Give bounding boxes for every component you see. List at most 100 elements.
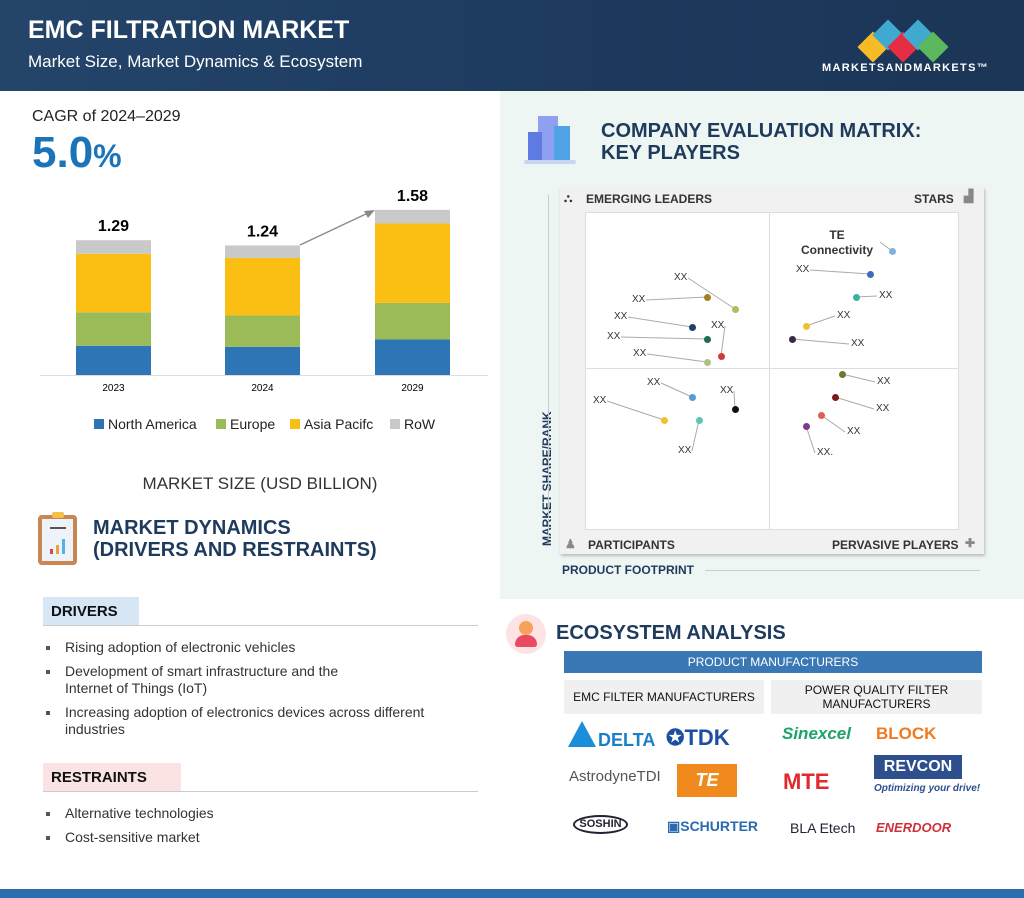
y-axis-arrow <box>548 195 549 540</box>
leader-line <box>606 400 665 421</box>
leader-line <box>645 296 708 301</box>
participants-icon: ♟ <box>565 537 576 551</box>
player-dot <box>660 416 668 424</box>
bar-segment-row <box>375 209 450 224</box>
restraints-tag: RESTRAINTS <box>43 763 181 791</box>
leader-line <box>834 396 875 410</box>
tdk-logo-text: TDK <box>684 725 730 750</box>
revcon-tagline: Optimizing your drive! <box>874 783 981 794</box>
mte-logo: MTE <box>783 769 830 794</box>
bar-segment-europe <box>225 315 300 347</box>
legend-swatch <box>216 419 226 429</box>
bar-segment-north-america <box>76 345 151 375</box>
cagr-label: CAGR of 2024–2029 <box>32 108 181 125</box>
player-dot <box>866 270 874 278</box>
bar-segment-asia-pacifc <box>375 223 450 303</box>
emerging-leaders-icon: ⛬ <box>564 191 573 205</box>
bar-segment-europe <box>76 312 151 346</box>
leader-line <box>627 316 693 328</box>
leader-line <box>691 419 700 452</box>
legend-item: North America <box>94 416 197 432</box>
leader-line <box>660 382 693 398</box>
enerdoor-logo: ENERDOOR <box>876 820 952 835</box>
clipboard-chart-icon <box>38 512 77 565</box>
player-dot <box>888 247 896 255</box>
player-dot <box>838 370 846 378</box>
player-dot <box>802 422 810 430</box>
growth-arrow-head <box>364 210 375 218</box>
legend-label: Asia Pacifc <box>304 416 374 432</box>
leader-line <box>805 425 816 454</box>
market-size-chart: 1.29 2023 1.24 2024 1.58 2029 <box>40 188 488 394</box>
x-tick-label: 2024 <box>251 383 274 394</box>
divider <box>43 791 478 792</box>
player-label: XX <box>647 377 661 388</box>
player-label: XX <box>633 348 647 359</box>
legend-label: RoW <box>404 416 436 432</box>
horizontal-divider <box>585 368 959 369</box>
page-subtitle: Market Size, Market Dynamics & Ecosystem <box>28 52 363 71</box>
quadrant-emerging-leaders: EMERGING LEADERS <box>586 192 713 206</box>
player-label: XX <box>678 445 692 456</box>
x-tick-label: 2023 <box>102 383 125 394</box>
matrix-title-line2: KEY PLAYERS <box>601 142 740 164</box>
leader-line <box>646 353 708 363</box>
quadrant-participants: PARTICIPANTS <box>588 538 675 552</box>
footer-bar <box>0 889 1024 898</box>
player-dot <box>731 405 739 413</box>
matrix-title-line1: COMPANY EVALUATION MATRIX: <box>601 120 922 142</box>
player-label: XX <box>711 320 725 331</box>
player-dot <box>703 358 711 366</box>
player-label: TE Connectivity <box>800 228 873 257</box>
player-dot <box>731 305 739 313</box>
leader-line <box>720 325 726 357</box>
drivers-tag: DRIVERS <box>43 597 139 625</box>
leader-line <box>805 315 836 327</box>
matrix-title: COMPANY EVALUATION MATRIX: KEY PLAYERS <box>601 120 921 164</box>
player-label: XX <box>607 331 621 342</box>
bar-segment-asia-pacifc <box>225 257 300 316</box>
legend-label: North America <box>108 416 197 432</box>
person-icon <box>506 614 546 654</box>
bar-segment-europe <box>375 302 450 340</box>
product-manufacturers-bar: PRODUCT MANUFACTURERS <box>564 651 982 673</box>
player-dot <box>717 352 725 360</box>
player-label: XX <box>851 338 865 349</box>
page-title: EMC FILTRATION MARKET <box>28 16 350 44</box>
brand-name: MARKETSANDMARKETS™ <box>822 62 990 74</box>
growth-arrow <box>299 212 369 246</box>
legend-swatch <box>390 419 400 429</box>
player-dot <box>695 416 703 424</box>
bar-segment-asia-pacifc <box>76 253 151 313</box>
bar-total-label: 1.58 <box>397 188 428 205</box>
restraints-list: Alternative technologies Cost-sensitive … <box>43 805 473 853</box>
dynamics-title-line1: MARKET DYNAMICS <box>93 517 291 539</box>
player-label: XX <box>837 310 851 321</box>
player-dot <box>688 323 696 331</box>
quadrant-pervasive-players: PERVASIVE PLAYERS <box>832 538 959 552</box>
restraint-item: Cost-sensitive market <box>43 829 473 846</box>
leader-line <box>841 373 876 383</box>
header-banner <box>0 0 1024 91</box>
bar-segment-row <box>76 240 151 254</box>
player-label: XX <box>879 290 893 301</box>
driver-item: Rising adoption of electronic vehicles <box>43 639 473 656</box>
leader-line <box>855 295 878 298</box>
legend-item: Asia Pacifc <box>290 416 373 432</box>
player-dot <box>788 335 796 343</box>
delta-logo: DELTA <box>598 730 656 750</box>
revcon-logo: REVCON <box>874 755 962 779</box>
bar-segment-north-america <box>225 346 300 375</box>
legend-label: Europe <box>230 416 276 432</box>
player-dot <box>852 293 860 301</box>
schurter-logo-text: SCHURTER <box>680 818 759 834</box>
player-label: XX <box>632 294 646 305</box>
leader-line <box>809 269 871 275</box>
schurter-logo: ▣SCHURTER <box>667 818 759 834</box>
player-label: XX <box>796 264 810 275</box>
legend-item: Europe <box>216 416 275 432</box>
leader-line <box>620 336 708 340</box>
player-label: XX <box>614 311 628 322</box>
player-dot <box>817 411 825 419</box>
tdk-logo: ✪TDK <box>666 725 730 750</box>
